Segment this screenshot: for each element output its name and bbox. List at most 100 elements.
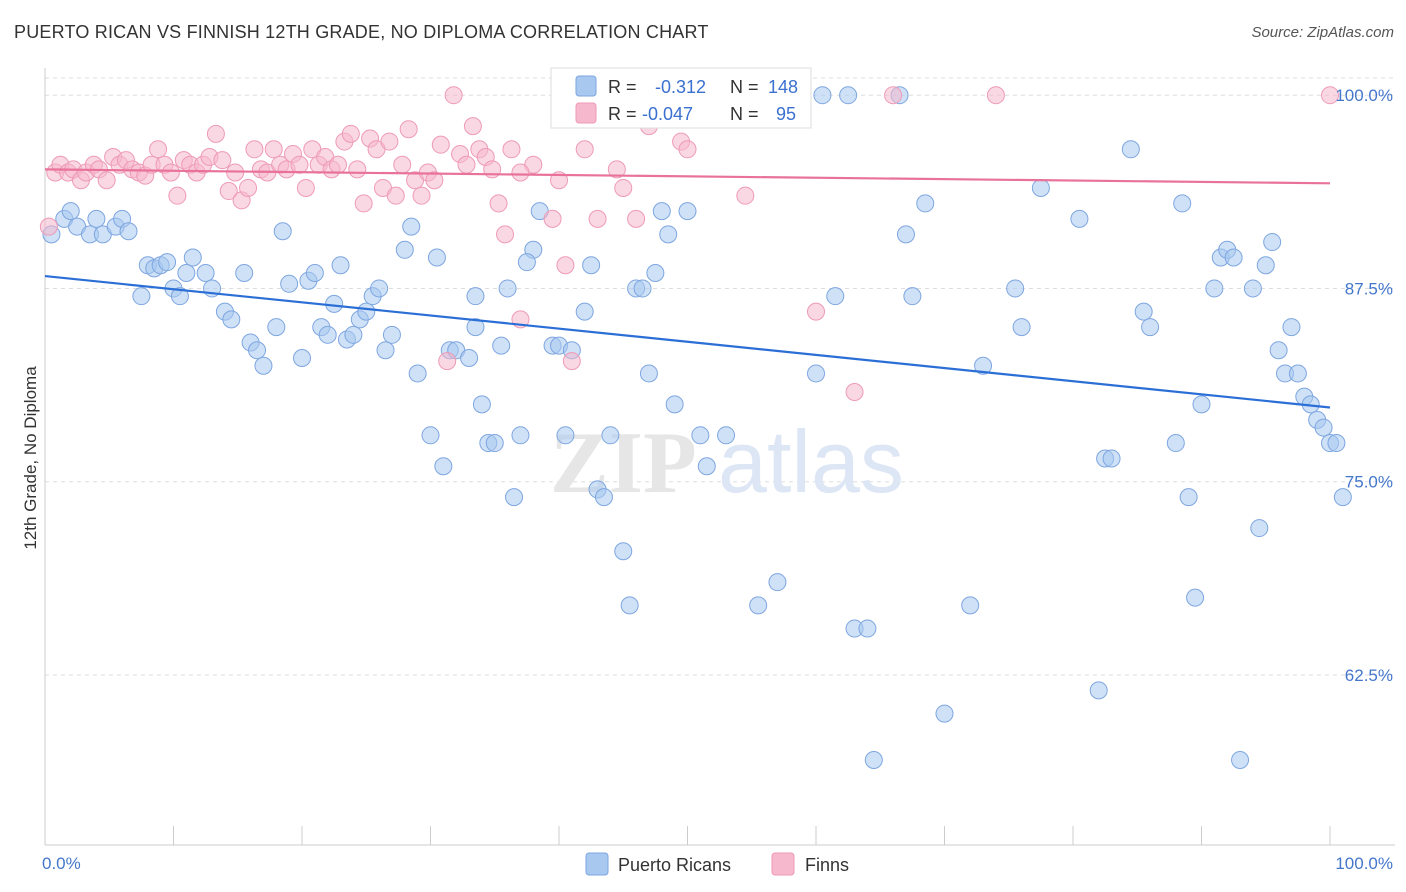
puerto-rican-point-48 <box>421 426 440 445</box>
series-legend: Puerto Ricans Finns <box>585 852 849 876</box>
puerto-rican-point-71 <box>594 488 613 507</box>
finn-point-84 <box>736 186 755 205</box>
grid-lines <box>45 77 1395 676</box>
puerto-rican-point-2 <box>61 202 80 221</box>
puerto-rican-point-46 <box>402 217 421 236</box>
puerto-rican-point-30 <box>293 349 311 368</box>
y-tick-label-0: 100.0% <box>1335 86 1393 105</box>
puerto-rican-point-5 <box>87 209 106 228</box>
puerto-rican-point-45 <box>395 240 414 259</box>
y-tick-label-3: 62.5% <box>1345 666 1393 685</box>
bottom-label-puerto-ricans: Puerto Ricans <box>618 855 731 875</box>
finn-point-80 <box>588 209 607 228</box>
puerto-rican-point-73 <box>614 542 633 561</box>
puerto-rican-point-107 <box>1121 140 1140 159</box>
finn-point-31 <box>239 178 258 197</box>
puerto-rican-point-101 <box>1012 318 1031 337</box>
finn-point-45 <box>328 155 347 174</box>
puerto-rican-point-123 <box>1263 233 1282 252</box>
legend-swatch-puerto-ricans <box>575 75 597 97</box>
finn-point-72 <box>502 140 521 159</box>
finn-point-56 <box>399 120 418 139</box>
finn-point-82 <box>614 178 633 197</box>
finn-point-62 <box>438 352 457 371</box>
puerto-rican-point-19 <box>196 263 215 282</box>
finn-point-93 <box>627 209 646 228</box>
finn-point-77 <box>556 256 575 275</box>
puerto-rican-point-26 <box>254 356 273 375</box>
puerto-rican-point-89 <box>839 86 858 105</box>
puerto-rican-point-94 <box>896 225 915 244</box>
finn-point-32 <box>245 140 264 159</box>
finn-point-47 <box>341 124 360 143</box>
finn-point-39 <box>290 155 309 174</box>
finn-point-88 <box>986 86 1005 105</box>
x-tick-label-0: 0.0% <box>42 854 81 873</box>
bottom-label-finns: Finns <box>805 855 849 875</box>
puerto-rican-point-87 <box>813 86 832 105</box>
puerto-rican-point-127 <box>1288 364 1307 383</box>
puerto-rican-point-98 <box>961 596 980 615</box>
puerto-rican-point-126 <box>1282 318 1301 337</box>
finn-point-87 <box>884 86 903 105</box>
stats-legend: R = -0.312 N = 148 R = -0.047 N = 95 <box>550 67 812 129</box>
finn-point-79 <box>575 140 594 159</box>
puerto-rican-point-111 <box>1173 194 1192 213</box>
puerto-rican-point-95 <box>903 287 922 306</box>
puerto-rican-point-99 <box>974 356 993 375</box>
finn-point-60 <box>425 171 444 190</box>
puerto-rican-point-66 <box>556 426 575 445</box>
x-tick-label-1: 100.0% <box>1335 854 1393 873</box>
finn-point-85 <box>807 302 825 321</box>
legend-swatch-finns <box>575 102 597 124</box>
puerto-rican-point-14 <box>158 253 177 272</box>
puerto-rican-point-92 <box>864 750 883 769</box>
puerto-rican-point-61 <box>511 426 530 445</box>
finn-point-40 <box>296 178 315 197</box>
legend-r-label-1: R = <box>608 77 637 97</box>
puerto-rican-point-108 <box>1134 302 1153 321</box>
puerto-rican-point-119 <box>1231 750 1250 769</box>
puerto-rican-point-121 <box>1250 519 1269 538</box>
puerto-rican-point-97 <box>935 704 954 723</box>
puerto-rican-point-25 <box>248 341 267 360</box>
finn-point-54 <box>386 186 405 205</box>
puerto-rican-point-109 <box>1141 318 1160 337</box>
puerto-rican-point-50 <box>434 457 453 476</box>
puerto-rican-point-80 <box>659 225 678 244</box>
finn-point-35 <box>264 140 283 159</box>
puerto-rican-point-54 <box>466 318 485 337</box>
puerto-rican-point-47 <box>408 364 427 383</box>
puerto-rican-point-82 <box>678 202 697 221</box>
finn-point-63 <box>444 86 463 105</box>
puerto-rican-point-96 <box>916 194 935 213</box>
puerto-rican-point-59 <box>498 279 517 298</box>
puerto-rican-point-81 <box>665 395 684 414</box>
puerto-rican-point-58 <box>492 336 511 355</box>
puerto-rican-point-43 <box>376 341 395 360</box>
puerto-rican-point-16 <box>170 287 189 306</box>
finn-point-70 <box>489 194 508 213</box>
finn-point-89 <box>1321 86 1339 105</box>
tick-labels: 100.0% 87.5% 75.0% 62.5% 0.0% 100.0% <box>42 86 1393 873</box>
puerto-rican-point-122 <box>1256 256 1275 275</box>
y-tick-label-2: 75.0% <box>1345 473 1393 492</box>
puerto-rican-point-137 <box>466 287 485 306</box>
puerto-rican-point-69 <box>582 256 601 275</box>
finn-point-53 <box>380 132 399 151</box>
finn-point-49 <box>354 194 373 213</box>
puerto-rican-point-38 <box>344 325 363 344</box>
chart-title: PUERTO RICAN VS FINNISH 12TH GRADE, NO D… <box>14 22 709 42</box>
puerto-rican-point-22 <box>222 310 241 329</box>
puerto-rican-point-136 <box>697 457 716 476</box>
legend-n-value-2: 95 <box>776 104 796 124</box>
puerto-rican-point-85 <box>749 596 768 615</box>
legend-r-label-2: R = <box>608 104 637 124</box>
puerto-rican-point-36 <box>331 256 350 275</box>
puerto-rican-point-78 <box>646 263 665 282</box>
puerto-rican-point-35 <box>325 294 344 313</box>
puerto-rican-point-110 <box>1166 434 1185 453</box>
finn-point-17 <box>149 140 168 159</box>
puerto-rican-point-27 <box>267 318 286 337</box>
finn-point-61 <box>431 135 450 154</box>
